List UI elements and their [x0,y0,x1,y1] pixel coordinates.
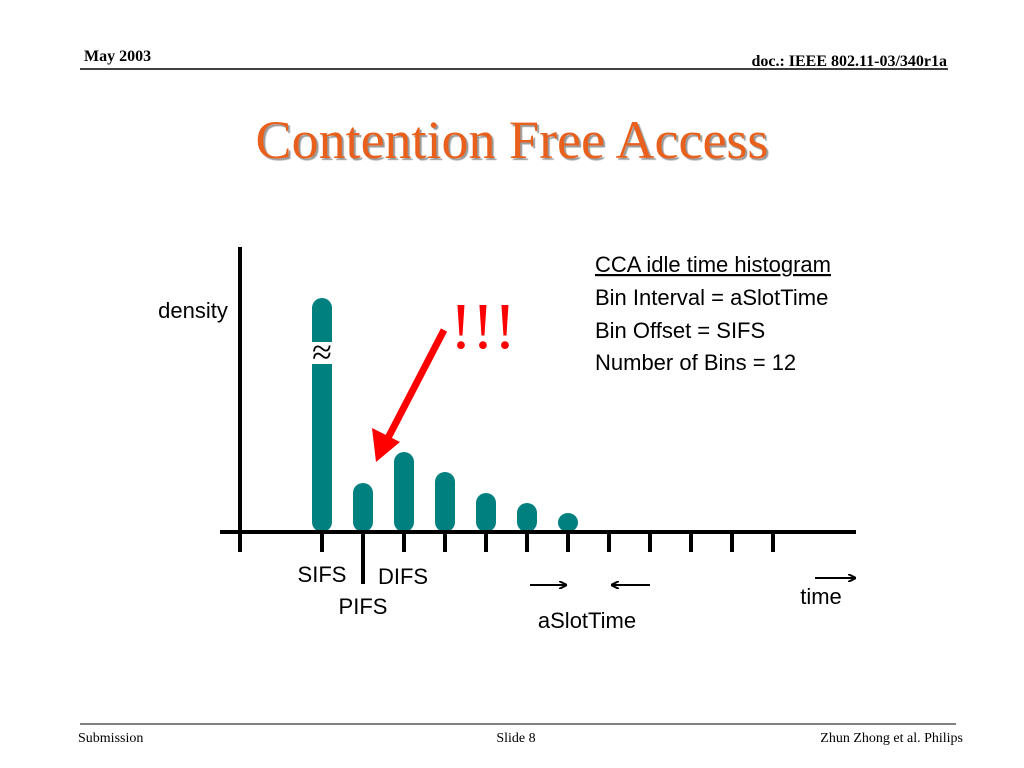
slot-label: aSlotTime [538,608,636,633]
legend-line: CCA idle time histogram [595,252,831,277]
legend-line: Number of Bins = 12 [595,350,796,375]
labels: density CCA idle time histogram Bin Inte… [158,252,842,633]
bar [353,483,373,532]
bar [435,472,455,532]
alert-arrow [384,328,448,440]
histogram-bars [312,298,578,532]
alert-text: !!! [450,290,516,363]
sifs-label: SIFS [298,562,347,587]
header-doc: doc.: IEEE 802.11-03/340r1a [751,53,947,70]
axes [220,247,856,584]
bar [394,452,414,532]
y-label: density [158,298,228,323]
footer-right: Zhun Zhong et al. Philips [820,731,963,746]
break-gap [306,342,338,364]
difs-label: DIFS [378,564,428,589]
legend-line: Bin Offset = SIFS [595,318,765,343]
time-label: time [800,584,842,609]
bar [517,503,537,532]
pifs-label: PIFS [339,594,388,619]
dimension-arrows [530,578,855,585]
footer-center: Slide 8 [496,731,535,746]
slide-title: Contention Free Access [256,110,769,170]
break-mark: ≈ [312,332,332,372]
bar [558,513,578,532]
alert-arrowhead [372,428,400,462]
legend-line: Bin Interval = aSlotTime [595,285,828,310]
footer-left: Submission [78,731,143,746]
bar [476,493,496,532]
header-date: May 2003 [84,48,151,65]
